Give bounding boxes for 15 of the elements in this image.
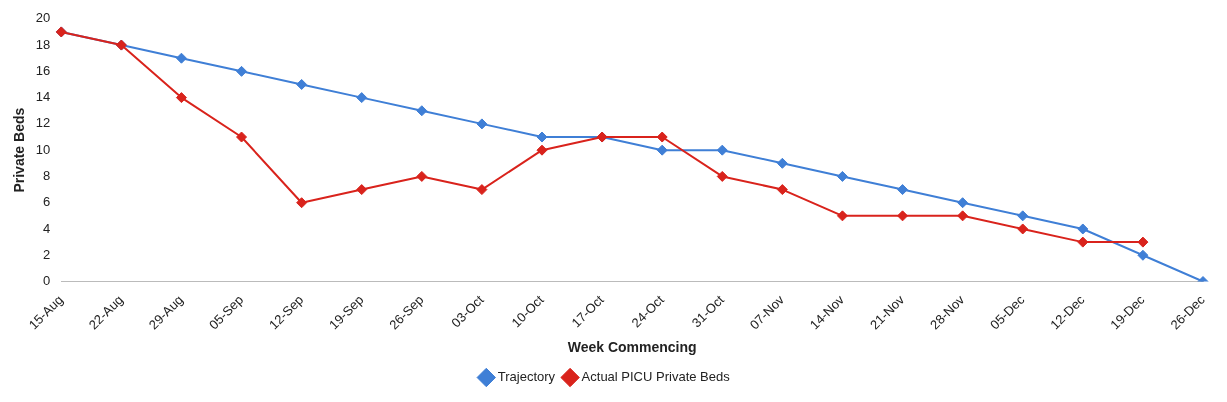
y-axis-title: Private Beds xyxy=(11,107,28,193)
y-tick-label: 14 xyxy=(35,89,51,105)
y-tick-label: 4 xyxy=(43,220,51,236)
x-axis-title: Week Commencing xyxy=(567,339,697,356)
y-tick-label: 10 xyxy=(35,141,51,157)
y-tick-label: 0 xyxy=(43,273,51,289)
y-tick-label: 2 xyxy=(43,246,51,262)
y-tick-label: 12 xyxy=(35,115,51,131)
legend-label: Actual PICU Private Beds xyxy=(581,369,731,385)
y-tick-label: 16 xyxy=(35,62,51,78)
y-tick-label: 6 xyxy=(43,194,51,210)
y-tick-label: 20 xyxy=(35,10,51,26)
y-tick-label: 8 xyxy=(43,168,51,184)
legend-label: Trajectory xyxy=(497,369,556,385)
y-tick-label: 18 xyxy=(35,36,51,52)
